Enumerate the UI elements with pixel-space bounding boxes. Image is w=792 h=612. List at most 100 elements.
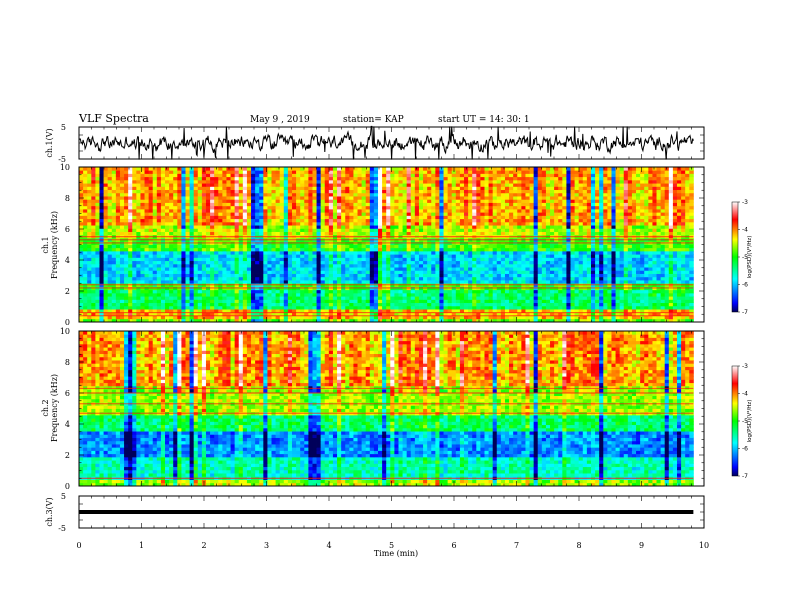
- ch1-spectrogram-cell: [468, 280, 473, 284]
- ch1-spectrogram-cell: [431, 263, 436, 268]
- ch1-spectrogram-cell: [320, 318, 326, 323]
- ch1-spectrogram-cell: [124, 260, 129, 265]
- ch1-spectrogram-cell: [181, 231, 186, 236]
- ch1-spectrogram-cell: [201, 247, 207, 252]
- ch1-spectrogram-cell: [185, 309, 190, 313]
- ch1-spectrogram-cell: [91, 231, 96, 236]
- ch1-spectrogram-cell: [554, 276, 559, 281]
- ch1-spectrogram-cell: [251, 218, 256, 223]
- ch1-spectrogram-cell: [386, 305, 391, 310]
- ch1-spectrogram-cell: [234, 276, 240, 281]
- ch1-spectrogram-cell: [402, 280, 408, 284]
- ch1-spectrogram-cell: [599, 225, 604, 229]
- ch1-spectrogram-cell: [197, 315, 203, 320]
- ch1-spectrogram-cell: [353, 225, 358, 229]
- ch1-spectrogram-cell: [681, 309, 686, 313]
- ch1-spectrogram-cell: [570, 302, 575, 307]
- ch1-spectrogram-cell: [582, 270, 588, 274]
- ch1-spectrogram-cell: [357, 276, 363, 281]
- ch1-spectrogram-cell: [443, 318, 449, 323]
- ch1-spectrogram-cell: [279, 305, 285, 310]
- ch1-spectrogram-cell: [251, 273, 256, 278]
- ch1-spectrogram-cell: [300, 267, 305, 271]
- ch1-spectrogram-cell: [255, 302, 260, 307]
- ch1-spectrogram-cell: [214, 267, 219, 271]
- ch1-spectrogram-cell: [574, 257, 580, 262]
- ch1-spectrogram-cell: [570, 299, 575, 304]
- ch1-spectrogram-cell: [152, 247, 158, 252]
- ch1-spectrogram-cell: [504, 273, 510, 278]
- ch1-spectrogram-cell: [210, 270, 215, 274]
- ch1-spectrogram-cell: [156, 260, 162, 265]
- ch1-spectrogram-cell: [197, 270, 203, 274]
- ch1-spectrogram-cell: [439, 270, 444, 274]
- ch1-spectrogram-cell: [345, 302, 350, 307]
- ch1-spectrogram-cell: [558, 225, 563, 229]
- ch1-spectrogram-cell: [316, 273, 322, 278]
- ch1-spectrogram-cell: [95, 244, 100, 249]
- ch1-spectrogram-cell: [144, 292, 150, 297]
- ch1-spectrogram-cell: [681, 299, 686, 304]
- ch1-spectrogram-cell: [525, 305, 530, 310]
- ch1-spectrogram-cell: [582, 315, 588, 320]
- ch1-spectrogram-cell: [279, 244, 285, 249]
- ch1-spectrogram-cell: [378, 257, 383, 262]
- ch1-spectrogram-cell: [525, 292, 530, 297]
- ch1-spectrogram-cell: [672, 250, 678, 255]
- ch1-spectrogram-cell: [193, 247, 199, 252]
- ch1-spectrogram-cell: [328, 221, 334, 226]
- ch1-spectrogram-cell: [435, 299, 440, 304]
- ch1-spectrogram-cell: [332, 305, 338, 310]
- ch1-spectrogram-cell: [447, 280, 453, 284]
- ch1-spectrogram-cell: [173, 263, 178, 268]
- ch1-spectrogram-cell: [144, 270, 150, 274]
- ch1-spectrogram-cell: [480, 250, 485, 255]
- ch1-spectrogram-cell: [365, 312, 371, 316]
- ch1-spectrogram-cell: [541, 244, 547, 249]
- ch1-spectrogram-cell: [349, 257, 354, 262]
- ch1-spectrogram-cell: [533, 250, 539, 255]
- ch1-spectrogram-cell: [656, 312, 662, 316]
- ch1-spectrogram-cell: [611, 254, 616, 258]
- ch1-spectrogram-cell: [611, 257, 616, 262]
- ch1-spectrogram-cell: [111, 270, 117, 274]
- ch1-spectrogram-cell: [214, 312, 219, 316]
- ch1-spectrogram-cell: [230, 318, 236, 323]
- ch1-spectrogram-cell: [95, 263, 100, 268]
- ch1-spectrogram-cell: [386, 315, 391, 320]
- ch1-spectrogram-cell: [521, 221, 526, 226]
- ch1-spectrogram-cell: [676, 250, 682, 255]
- ch1-spectrogram-cell: [87, 267, 92, 271]
- ch1-spectrogram-cell: [455, 244, 461, 249]
- ch1-spectrogram-cell: [160, 267, 166, 271]
- ch1-spectrogram-cell: [87, 296, 92, 300]
- ch1-spectrogram-cell: [156, 299, 162, 304]
- ch1-spectrogram-cell: [287, 296, 293, 300]
- ch1-spectrogram-cell: [676, 244, 682, 249]
- ch1-spectrogram-cell: [341, 312, 346, 316]
- ch1-spectrogram-cell: [111, 276, 117, 281]
- ch1-spectrogram-cell: [361, 312, 367, 316]
- ch1-spectrogram-cell: [189, 250, 195, 255]
- ch1-spectrogram-cell: [140, 305, 145, 310]
- ch1-spectrogram-cell: [615, 299, 621, 304]
- ch1-spectrogram-cell: [169, 231, 174, 236]
- ch1-spectrogram-cell: [427, 225, 432, 229]
- ch1-spectrogram-cell: [91, 254, 96, 258]
- ch1-spectrogram-cell: [328, 305, 334, 310]
- ch1-spectrogram-cell: [640, 296, 645, 300]
- ch1-spectrogram-cell: [595, 218, 600, 223]
- ch1-spectrogram-cell: [656, 257, 662, 262]
- ch1-spectrogram-cell: [275, 289, 281, 294]
- ch1-spectrogram-cell: [427, 218, 432, 223]
- ch1-spectrogram-cell: [128, 273, 133, 278]
- ch1-spectrogram-cell: [554, 296, 559, 300]
- ch1-spectrogram-cell: [644, 309, 649, 313]
- ch1-spectrogram-cell: [496, 305, 502, 310]
- ch1-spectrogram-cell: [517, 312, 522, 316]
- ch1-spectrogram-cell: [369, 305, 375, 310]
- ch1-spectrogram-cell: [578, 221, 584, 226]
- ch1-spectrogram-cell: [361, 225, 367, 229]
- ch1-spectrogram-cell: [103, 260, 109, 265]
- ch1-spectrogram-cell: [99, 250, 104, 255]
